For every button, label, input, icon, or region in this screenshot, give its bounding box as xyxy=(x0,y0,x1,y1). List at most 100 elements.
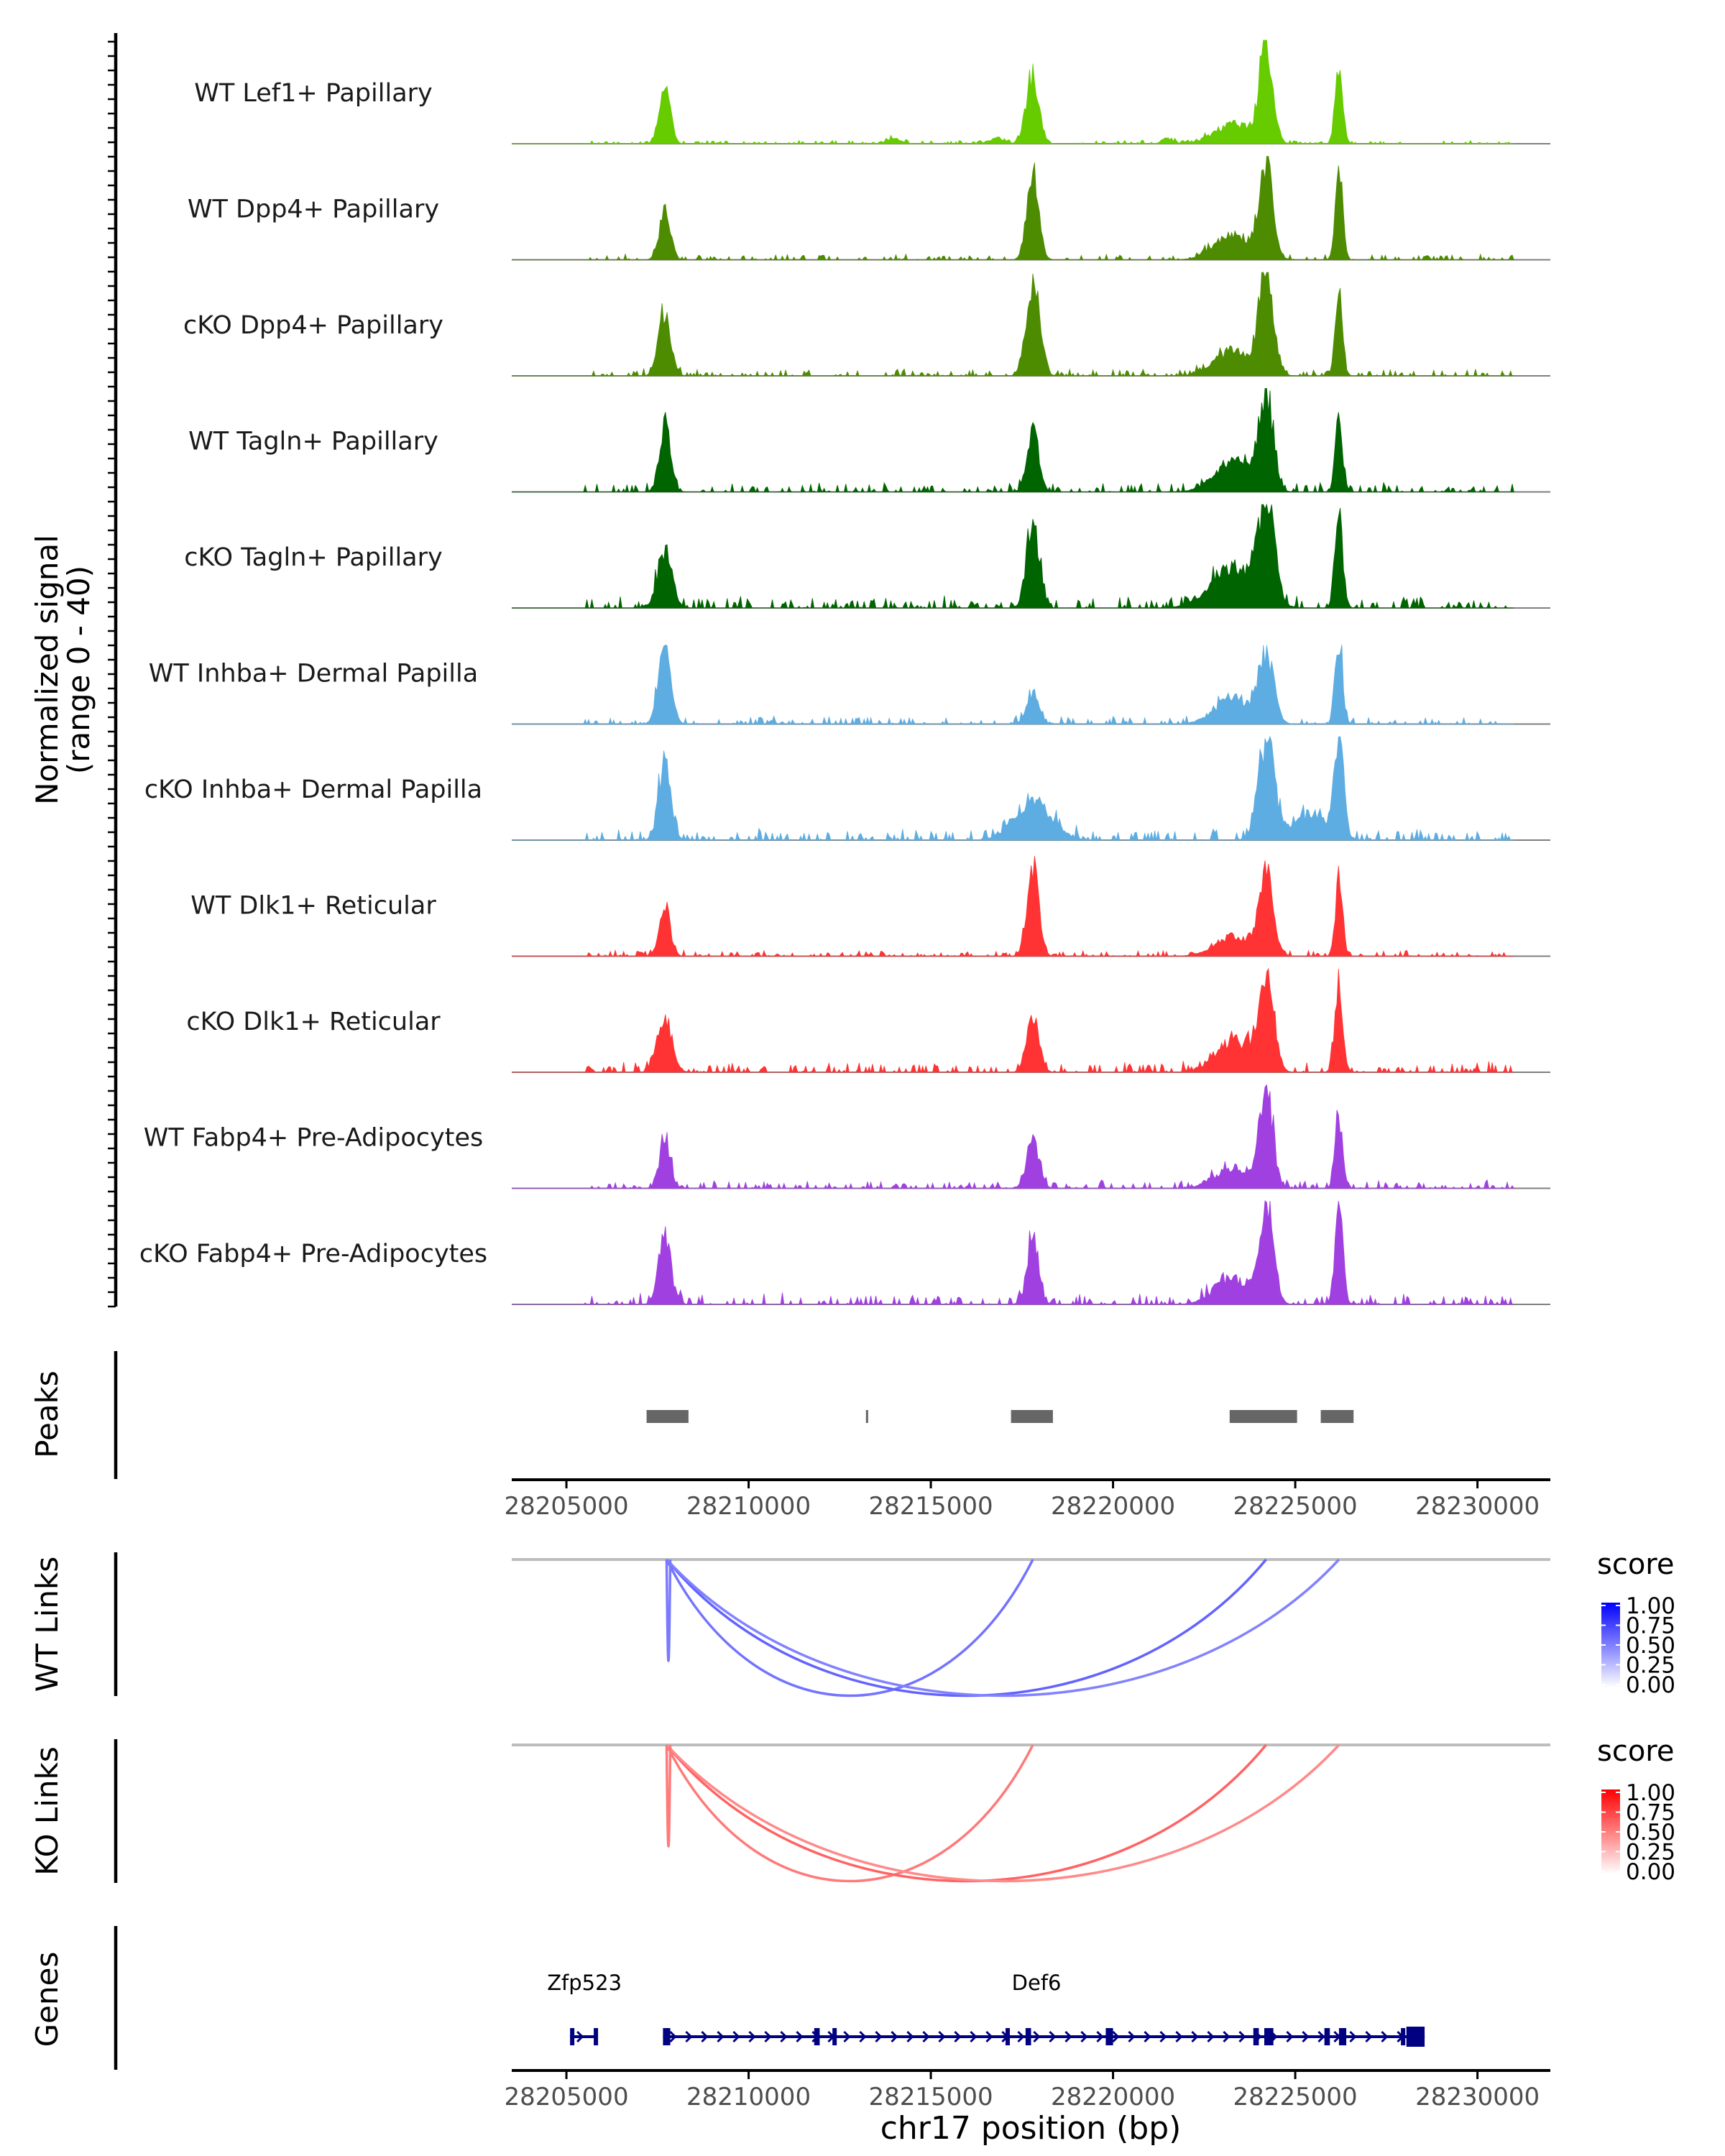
coverage-track-wt-tagln-papillary: WT Tagln+ Papillary xyxy=(188,388,1550,494)
legend-tick-label: 0.00 xyxy=(1626,1672,1675,1698)
gene-exon xyxy=(663,2028,671,2045)
genes-panel: Genes Zfp523 Def6 28205000 28210000 2821500… xyxy=(29,1926,1550,2147)
strand-chevron xyxy=(922,2030,930,2043)
track-label: WT Inhba+ Dermal Papilla xyxy=(149,660,478,688)
peak-regions xyxy=(646,1410,1354,1423)
gene-exon xyxy=(594,2028,599,2045)
coverage-area xyxy=(512,40,1514,144)
coverage-area xyxy=(512,272,1514,377)
coverage-track-wt-fabp4-pre-adipocytes: WT Fabp4+ Pre-Adipocytes xyxy=(144,1084,1550,1190)
legend-tick-label: 0.75 xyxy=(1626,1800,1675,1826)
strand-chevron xyxy=(1096,2030,1104,2043)
legend-tick-label: 1.00 xyxy=(1626,1593,1675,1619)
strand-chevron xyxy=(1317,2030,1325,2043)
strand-chevron xyxy=(1017,2030,1025,2043)
strand-chevron xyxy=(1381,2030,1389,2043)
track-label: WT Tagln+ Papillary xyxy=(188,428,438,456)
coverage-area xyxy=(512,856,1514,957)
wt-link-arcs xyxy=(665,1558,1340,1697)
coverage-track-cko-dlk1-reticular: cKO Dlk1+ Reticular xyxy=(186,967,1550,1074)
strand-chevron xyxy=(1223,2030,1230,2043)
peak-region-3 xyxy=(1229,1410,1297,1423)
coverage-area xyxy=(512,967,1514,1074)
legend-tick-label: 0.50 xyxy=(1626,1633,1675,1659)
coverage-area xyxy=(512,156,1514,261)
coverage-track-wt-dlk1-reticular: WT Dlk1+ Reticular xyxy=(190,856,1550,957)
gene-exon xyxy=(1264,2028,1274,2045)
peaks-panel: Peaks 28205000 28210000 28215000 28220000 28… xyxy=(29,1351,1550,1521)
strand-chevron xyxy=(1049,2030,1057,2043)
ko-links-label: KO Links xyxy=(29,1746,65,1876)
coverage-area xyxy=(512,735,1514,842)
legend-title: score xyxy=(1597,1548,1674,1581)
legend-tick-label: 0.25 xyxy=(1626,1840,1675,1866)
gene-name-label: Def6 xyxy=(1012,1971,1062,1995)
track-label: WT Lef1+ Papillary xyxy=(194,79,433,108)
strand-chevron xyxy=(717,2030,724,2043)
track-label: WT Dpp4+ Papillary xyxy=(188,195,439,224)
strand-chevron xyxy=(875,2030,883,2043)
strand-chevron xyxy=(1286,2030,1294,2043)
strand-chevron xyxy=(1191,2030,1199,2043)
wt-links-legend: score 1.000.750.500.250.00 xyxy=(1597,1548,1675,1698)
strand-chevron xyxy=(1207,2030,1215,2043)
x-tick-label: 28230000 xyxy=(1415,1492,1540,1521)
coverage-area xyxy=(512,1084,1515,1190)
ko-links-panel: KO Links score 1.000.750.500.250.00 xyxy=(29,1735,1675,1885)
strand-chevron xyxy=(970,2030,978,2043)
peaks-label: Peaks xyxy=(29,1370,65,1458)
strand-chevron xyxy=(780,2030,788,2043)
x-tick-label: 28210000 xyxy=(686,1492,811,1521)
strand-chevron xyxy=(1159,2030,1167,2043)
legend-tick-label: 0.50 xyxy=(1626,1820,1675,1846)
strand-chevron xyxy=(938,2030,946,2043)
strand-chevron xyxy=(764,2030,772,2043)
coverage-track-wt-inhba-dermal-papilla: WT Inhba+ Dermal Papilla xyxy=(149,644,1550,726)
strand-chevron xyxy=(1112,2030,1120,2043)
link-arc-0 xyxy=(665,1559,1034,1697)
coverage-panel: Normalized signal (range 0 - 40) WT Lef1… xyxy=(29,33,1550,1308)
legend-tick-label: 1.00 xyxy=(1626,1780,1675,1806)
link-arc-2 xyxy=(666,1558,1340,1697)
x-tick-label: 28215000 xyxy=(869,2083,993,2111)
coverage-track-cko-tagln-papillary: cKO Tagln+ Papillary xyxy=(184,503,1550,609)
link-arc-0 xyxy=(665,1744,1034,1883)
x-tick-label: 28225000 xyxy=(1233,1492,1358,1521)
track-label: cKO Dlk1+ Reticular xyxy=(186,1008,441,1036)
strand-chevron xyxy=(1033,2030,1041,2043)
link-arc-3 xyxy=(665,1559,672,1662)
strand-chevron xyxy=(985,2030,993,2043)
gene-exon xyxy=(1338,2028,1347,2045)
gene-exon xyxy=(1105,2028,1113,2045)
strand-chevron xyxy=(891,2030,898,2043)
strand-chevron xyxy=(906,2030,914,2043)
strand-chevron xyxy=(1128,2030,1136,2043)
strand-chevron xyxy=(685,2030,693,2043)
genes-label: Genes xyxy=(29,1952,65,2047)
coverage-track-wt-dpp4-papillary: WT Dpp4+ Papillary xyxy=(188,156,1550,261)
coverage-track-wt-lef1-papillary: WT Lef1+ Papillary xyxy=(194,40,1550,144)
x-tick-label: 28205000 xyxy=(505,1492,629,1521)
x-tick-label: 28230000 xyxy=(1415,2083,1540,2111)
x-axis-top: 28205000 28210000 28215000 28220000 28225000… xyxy=(505,1480,1540,1521)
coverage-track-cko-inhba-dermal-papilla: cKO Inhba+ Dermal Papilla xyxy=(144,735,1550,842)
legend-tick-label: 0.00 xyxy=(1626,1859,1675,1885)
ko-links-legend: score 1.000.750.500.250.00 xyxy=(1597,1735,1675,1885)
track-label: cKO Fabp4+ Pre-Adipocytes xyxy=(139,1240,487,1268)
coverage-y-label: Normalized signal xyxy=(29,535,65,805)
coverage-y-label-range: (range 0 - 40) xyxy=(61,566,96,774)
gene-exon xyxy=(1025,2028,1031,2045)
strand-chevron xyxy=(1365,2030,1373,2043)
coverage-track-cko-fabp4-pre-adipocytes: cKO Fabp4+ Pre-Adipocytes xyxy=(139,1200,1550,1306)
strand-chevron xyxy=(1302,2030,1310,2043)
strand-chevron xyxy=(701,2030,709,2043)
x-axis-bottom: 28205000 28210000 28215000 28220000 28225000… xyxy=(505,2070,1540,2111)
peak-region-4 xyxy=(1320,1410,1354,1423)
x-tick-label: 28220000 xyxy=(1051,2083,1175,2111)
peak-region-0 xyxy=(646,1410,689,1423)
gene-exon xyxy=(814,2028,820,2045)
strand-chevron xyxy=(859,2030,867,2043)
gene-exon xyxy=(1406,2027,1425,2047)
strand-chevron xyxy=(732,2030,740,2043)
